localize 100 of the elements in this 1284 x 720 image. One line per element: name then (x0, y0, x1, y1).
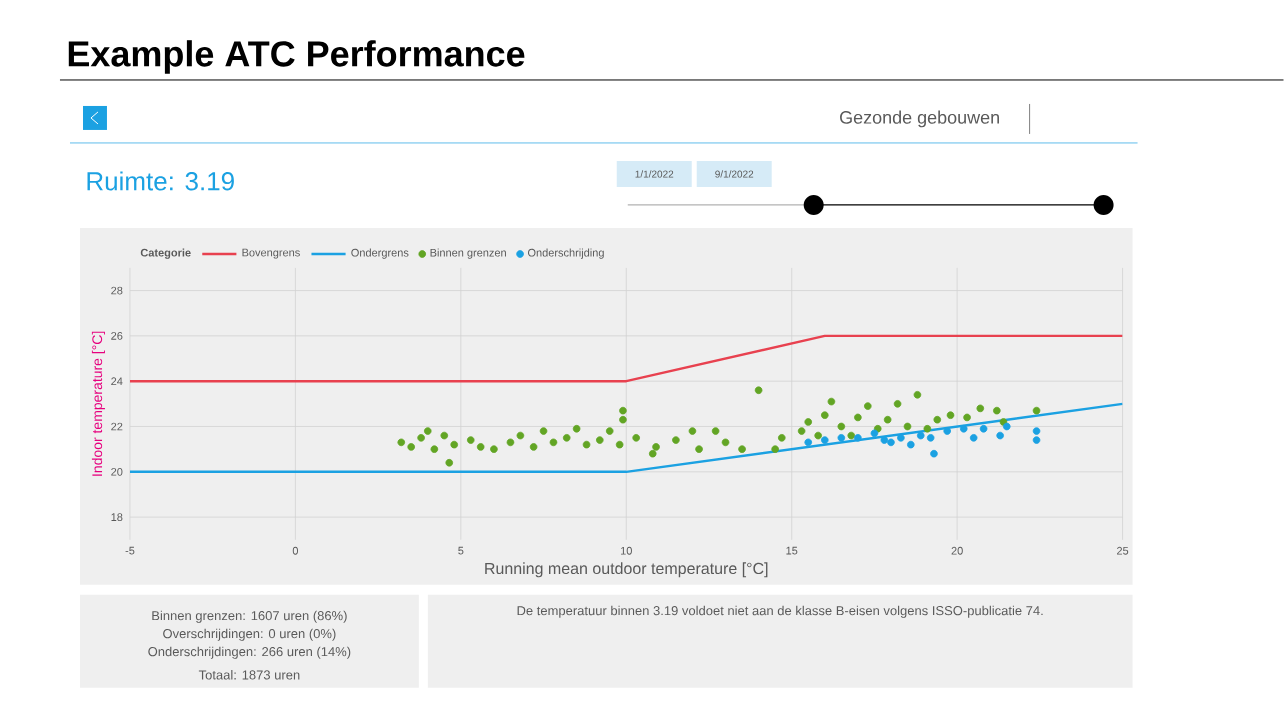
point (923, 425, 932, 433)
point (979, 425, 988, 433)
point (777, 434, 786, 442)
point (562, 434, 571, 442)
point (870, 429, 879, 438)
point (632, 434, 640, 442)
point (430, 445, 439, 454)
y-tick-label: 18 (111, 513, 123, 522)
point (490, 445, 498, 454)
point (930, 450, 938, 458)
point (864, 402, 872, 411)
legend-label: Onderschrijding (528, 248, 604, 259)
point (993, 406, 1001, 415)
x-tick-label: 20 (951, 546, 963, 555)
point (619, 406, 627, 415)
x-tick-label: 25 (1117, 546, 1129, 555)
text: Gezonde gebouwen (840, 110, 999, 128)
point (1032, 427, 1041, 435)
point (450, 440, 459, 449)
point (506, 438, 515, 447)
point (959, 425, 968, 433)
point (797, 427, 806, 435)
point (539, 427, 548, 435)
point (754, 386, 763, 395)
x-axis-title: Running mean outdoor temperature [°C] (485, 562, 768, 578)
x-tick-label: 0 (292, 546, 299, 555)
point (946, 411, 955, 420)
y-tick-label: 22 (111, 422, 123, 431)
point (529, 443, 538, 451)
point (721, 438, 730, 447)
point (619, 416, 627, 424)
x-tick-label: -5 (125, 547, 135, 555)
point (476, 443, 485, 451)
point (1032, 406, 1041, 415)
point (397, 438, 406, 447)
point (672, 436, 680, 445)
point (423, 427, 432, 435)
point (963, 413, 971, 422)
point (854, 413, 862, 422)
point (913, 391, 922, 399)
point (903, 422, 912, 431)
point (976, 404, 985, 413)
text: De temperatuur binnen 3.19 voldoet niet aan de klasse B-eisen volgens ISSO-publicatie 74. (517, 605, 1043, 618)
text: Onderschrijdingen: 266 uren (14%) (148, 646, 351, 659)
legend-label: Ondergrens (351, 248, 409, 259)
point (887, 438, 895, 447)
y-tick-label: 24 (111, 377, 123, 386)
legend-label: Bovengrens (242, 248, 300, 259)
point (582, 440, 591, 449)
legend-label: Binnen grenzen (430, 248, 506, 259)
point (688, 427, 697, 435)
point (847, 431, 856, 440)
point (440, 431, 449, 440)
point (854, 434, 862, 442)
point (466, 436, 475, 445)
y-tick-label: 26 (111, 332, 123, 340)
point (943, 427, 952, 435)
text: Binnen grenzen: 1607 uren (86%) (152, 610, 347, 623)
x-tick-label: 5 (458, 547, 464, 555)
point (804, 418, 813, 426)
point (814, 431, 822, 440)
point (572, 425, 581, 433)
point (893, 400, 902, 408)
point (897, 434, 905, 442)
point (549, 438, 558, 447)
point (827, 397, 836, 406)
point (648, 450, 657, 458)
point (880, 436, 889, 445)
point (804, 438, 813, 447)
point (996, 431, 1004, 440)
y-tick-label: 28 (111, 286, 123, 295)
text: Overschrijdingen: 0 uren (0%) (163, 628, 336, 641)
x-tick-label: 15 (786, 547, 798, 555)
text: Totaal: 1873 uren (198, 670, 300, 680)
point (883, 416, 892, 424)
point (837, 422, 846, 431)
point (652, 443, 660, 451)
point (933, 416, 942, 424)
point (837, 434, 846, 442)
text: 1/1/2022 (635, 170, 674, 178)
y-tick-label: 20 (111, 468, 123, 476)
point (596, 436, 604, 445)
text: Ruimte: 3.19 (87, 171, 234, 191)
point (615, 440, 624, 449)
point (926, 434, 935, 442)
text: 9/1/2022 (715, 170, 754, 178)
point (605, 427, 614, 435)
point (738, 445, 746, 454)
point (695, 445, 703, 454)
point (820, 436, 829, 445)
y-axis-title: Indoor temperature [°C] (91, 331, 105, 476)
point (1002, 422, 1011, 431)
point (907, 440, 915, 449)
point (407, 443, 415, 451)
point (969, 434, 978, 442)
point (516, 431, 525, 440)
point (417, 434, 425, 442)
legend-title: Categorie (140, 248, 191, 259)
chart-title: Example ATC Performance (68, 40, 525, 74)
point (916, 431, 925, 440)
